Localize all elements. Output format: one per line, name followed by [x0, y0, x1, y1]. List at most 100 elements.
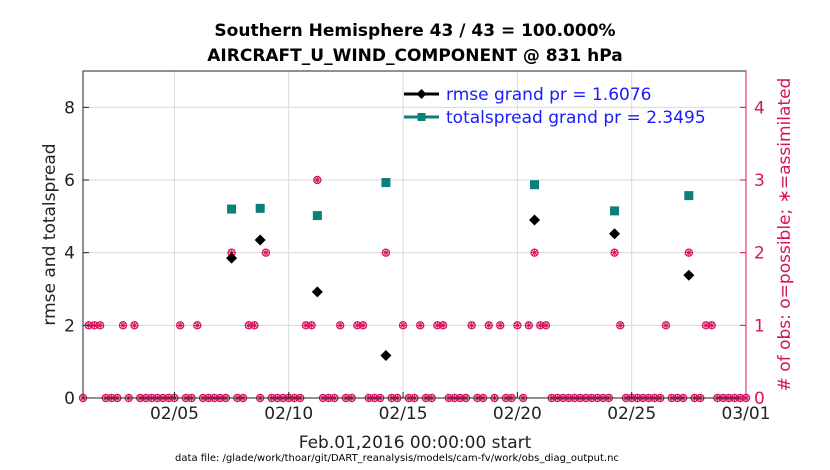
obs-count-point	[358, 321, 368, 330]
obs-count-point	[513, 321, 522, 330]
obs-count-point	[496, 321, 505, 330]
obs-count-point	[484, 321, 494, 330]
y-axis-label-right: # of obs: o=possible; ∗=assimilated	[775, 78, 795, 392]
chart-title-line2: AIRCRAFT_U_WIND_COMPONENT @ 831 hPa	[207, 46, 622, 66]
x-axis-label: Feb.01,2016 00:00:00 start	[299, 433, 532, 453]
obs-assimilated-marker	[702, 321, 710, 329]
obs-possible-marker	[661, 321, 671, 330]
y-left-tick-label: 8	[64, 98, 75, 118]
obs-count-point	[193, 321, 202, 330]
obs-count-point	[541, 321, 551, 330]
y-right-tick-label: 1	[754, 316, 765, 336]
obs-assimilated-marker	[433, 321, 441, 329]
obs-possible-marker	[541, 321, 551, 330]
x-tick-label: 03/01	[722, 404, 771, 424]
obs-count-point	[684, 248, 694, 257]
obs-possible-marker	[524, 321, 534, 330]
totalspread-point	[312, 211, 322, 221]
obs-possible-marker	[95, 321, 105, 330]
x-tick-label: 02/20	[493, 404, 542, 424]
y-left-tick-label: 4	[64, 244, 75, 264]
y-right-tick-label: 3	[754, 171, 765, 191]
obs-assimilated-marker	[468, 321, 476, 329]
legend: rmse grand pr = 1.6076 totalspread grand…	[404, 85, 706, 128]
obs-assimilated-marker	[193, 321, 201, 329]
obs-possible-marker	[118, 321, 128, 330]
obs-possible-marker	[193, 321, 202, 330]
rmse-point	[529, 214, 541, 226]
obs-possible-marker	[313, 175, 322, 185]
rmse-point	[226, 252, 238, 264]
obs-count-point	[250, 321, 259, 330]
totalspread-point	[610, 206, 620, 216]
obs-assimilated-marker	[399, 321, 407, 329]
obs-assimilated-marker	[119, 321, 127, 329]
rmse-point	[254, 234, 266, 246]
obs-possible-marker	[610, 248, 619, 257]
obs-assimilated-marker	[416, 321, 424, 329]
y-left-tick-label: 2	[64, 316, 75, 336]
obs-assimilated-marker	[336, 321, 344, 329]
obs-count-point	[524, 321, 534, 330]
obs-assimilated-marker	[496, 321, 504, 329]
obs-possible-marker	[438, 321, 448, 330]
obs-possible-marker	[175, 321, 185, 330]
obs-assimilated-marker	[250, 321, 258, 329]
obs-possible-marker	[616, 321, 625, 330]
obs-count-point	[661, 321, 671, 330]
obs-assimilated-marker	[359, 321, 367, 329]
obs-assimilated-marker	[302, 321, 310, 329]
obs-assimilated-marker	[513, 321, 521, 329]
y-right-tick-label: 0	[754, 389, 765, 409]
y-right-tick-label: 4	[754, 98, 765, 118]
rmse-point	[609, 228, 621, 240]
y-axis-label-left: rmse and totalspread	[40, 143, 60, 325]
obs-possible-marker	[467, 321, 476, 330]
obs-count-point	[261, 248, 271, 257]
obs-possible-marker	[416, 321, 425, 330]
obs-assimilated-marker	[382, 249, 390, 257]
obs-assimilated-marker	[485, 321, 493, 329]
y-left-tick-label: 6	[64, 171, 75, 191]
obs-count-point	[438, 321, 448, 330]
plot-area	[83, 71, 746, 398]
obs-possible-marker	[513, 321, 522, 330]
obs-assimilated-marker	[353, 321, 361, 329]
rmse-point	[683, 269, 695, 281]
obs-count-point	[707, 321, 716, 330]
totalspread-point	[381, 178, 391, 188]
obs-possible-marker	[130, 321, 139, 330]
obs-count-point	[307, 321, 316, 330]
legend-spread-label: totalspread grand pr = 2.3495	[446, 108, 706, 128]
obs-possible-marker	[707, 321, 716, 330]
obs-count-point	[398, 321, 408, 330]
obs-count-point	[381, 248, 391, 257]
obs-assimilated-marker	[542, 321, 550, 329]
legend-rmse-label: rmse grand pr = 1.6076	[446, 85, 651, 105]
totalspread-point	[255, 203, 265, 213]
chart-title-line1: Southern Hemisphere 43 / 43 = 100.000%	[214, 21, 615, 41]
obs-count-point	[313, 175, 322, 185]
obs-possible-marker	[358, 321, 368, 330]
x-tick-label: 02/25	[607, 404, 656, 424]
obs-possible-marker	[335, 321, 345, 330]
obs-possible-marker	[381, 248, 391, 257]
obs-count-point	[130, 321, 139, 330]
totalspread-point	[227, 204, 237, 214]
obs-assimilated-marker	[96, 321, 104, 329]
x-tick-label: 02/10	[264, 404, 313, 424]
obs-assimilated-marker	[708, 321, 716, 329]
legend-rmse-marker	[416, 89, 427, 99]
totalspread-point	[530, 180, 540, 190]
obs-assimilated-marker	[685, 249, 693, 257]
obs-assimilated-marker	[611, 249, 619, 257]
rmse-point	[380, 349, 392, 361]
x-tick-label: 02/15	[379, 404, 428, 424]
obs-count-point	[610, 248, 619, 257]
obs-assimilated-marker	[616, 321, 624, 329]
obs-possible-marker	[496, 321, 505, 330]
obs-assimilated-marker	[313, 176, 321, 184]
obs-possible-marker	[250, 321, 259, 330]
